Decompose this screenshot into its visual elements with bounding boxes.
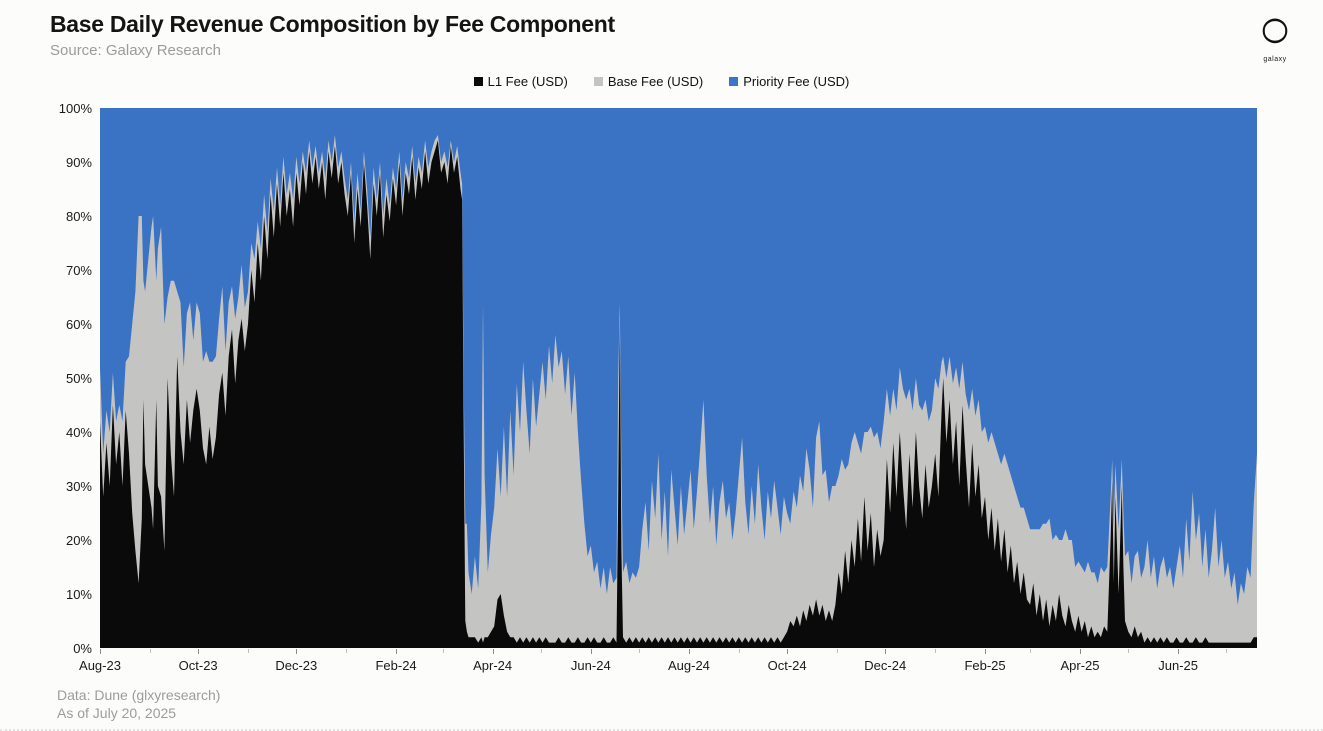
priority-fee-swatch-icon — [729, 77, 739, 86]
x-axis-label: Apr-24 — [473, 658, 513, 673]
x-axis-tick — [787, 649, 789, 654]
y-axis-label: 90% — [65, 155, 92, 170]
x-axis-tick — [198, 649, 200, 654]
legend-label: Base Fee (USD) — [607, 74, 704, 89]
page-title: Base Daily Revenue Composition by Fee Co… — [50, 11, 615, 37]
y-axis-label: 20% — [65, 533, 92, 548]
y-axis-label: 100% — [58, 101, 92, 116]
x-axis-minor-tick — [149, 649, 151, 653]
x-axis-label: Dec-23 — [275, 658, 318, 673]
x-axis-tick — [100, 649, 101, 654]
y-axis-label: 0% — [73, 641, 92, 656]
x-axis-minor-tick — [248, 649, 250, 653]
x-axis-tick — [1079, 649, 1081, 654]
x-axis-tick — [688, 649, 690, 654]
x-axis-minor-tick — [442, 649, 444, 653]
x-axis-minor-tick — [738, 649, 740, 653]
x-axis-tick — [296, 649, 298, 654]
x-axis-label: Feb-24 — [375, 658, 417, 673]
y-axis-label: 80% — [65, 209, 92, 224]
galaxy-logo: galaxy — [1258, 16, 1292, 63]
x-axis-minor-tick — [639, 649, 641, 653]
x-axis-minor-tick — [540, 649, 542, 653]
l1-fee-area — [100, 140, 1257, 648]
y-axis-label: 40% — [65, 425, 92, 440]
galaxy-logo-label: galaxy — [1263, 56, 1287, 63]
chart-header: Base Daily Revenue Composition by Fee Co… — [50, 10, 615, 59]
x-axis-tick — [396, 649, 398, 654]
legend-item-base-fee: Base Fee (USD) — [593, 74, 704, 89]
x-axis-label: Oct-23 — [178, 658, 218, 673]
y-axis-label: 70% — [65, 263, 92, 278]
l1-fee-swatch-icon — [473, 77, 483, 86]
chart-footer: Data: Dune (glxyresearch) As of July 20,… — [57, 686, 220, 722]
legend-item-priority-fee: Priority Fee (USD) — [729, 74, 849, 89]
galaxy-logo-icon — [1262, 18, 1288, 44]
x-axis-label: Dec-24 — [864, 658, 907, 673]
data-source-line: Data: Dune (glxyresearch) — [57, 687, 221, 703]
x-axis-label: Feb-25 — [964, 658, 1006, 673]
legend-label: L1 Fee (USD) — [487, 74, 568, 89]
stacked-area-chart — [100, 108, 1257, 648]
x-axis-tick — [1178, 649, 1180, 654]
x-axis-minor-tick — [935, 649, 937, 653]
x-axis-label: Oct-24 — [767, 658, 807, 673]
source-text: Source: Galaxy Research — [50, 42, 221, 59]
y-axis-label: 60% — [65, 317, 92, 332]
x-axis-minor-tick — [837, 649, 838, 653]
legend-label: Priority Fee (USD) — [743, 74, 850, 89]
x-axis-label: Apr-25 — [1060, 658, 1100, 673]
x-axis-label: Jun-24 — [570, 658, 611, 673]
x-axis-minor-tick — [1128, 649, 1130, 653]
x-axis-label: Aug-24 — [667, 658, 710, 673]
y-axis-label: 50% — [65, 371, 92, 386]
legend-item-l1-fee: L1 Fee (USD) — [473, 74, 568, 89]
x-axis-tick — [885, 649, 887, 654]
x-axis-minor-tick — [1030, 649, 1032, 653]
y-axis-label: 10% — [65, 587, 92, 602]
x-axis-tick — [590, 649, 592, 654]
x-axis-tick — [985, 649, 987, 654]
x-axis-label: Aug-23 — [79, 658, 121, 673]
x-axis-tick — [492, 649, 494, 654]
x-axis-minor-tick — [346, 649, 348, 653]
y-axis-label: 30% — [65, 479, 92, 494]
as-of-date-line: As of July 20, 2025 — [57, 705, 177, 721]
base-fee-swatch-icon — [593, 77, 603, 86]
chart-legend: L1 Fee (USD) Base Fee (USD) Priority Fee… — [0, 74, 1323, 89]
x-axis-minor-tick — [1226, 649, 1228, 653]
x-axis-label: Jun-25 — [1158, 658, 1199, 673]
